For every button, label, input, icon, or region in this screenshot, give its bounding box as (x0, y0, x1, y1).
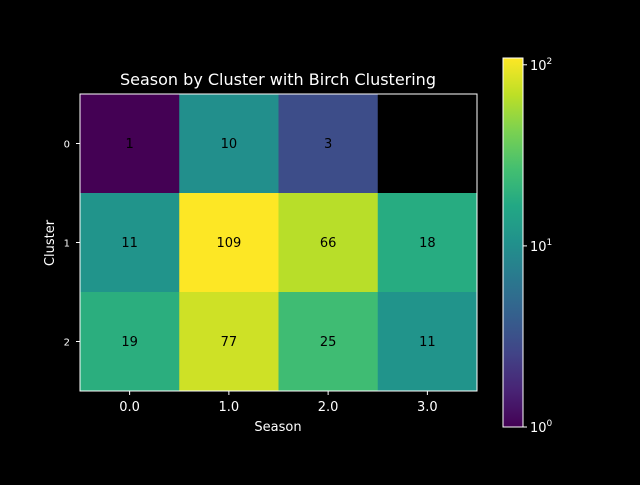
cell-value-label: 77 (221, 335, 238, 350)
colorbar: 100 101 102 (502, 57, 553, 436)
heatmap-cell (278, 292, 379, 392)
cell-value-label: 18 (419, 236, 436, 251)
colorbar-tick-label: 102 (530, 57, 552, 74)
x-tick-label: 0.0 (119, 400, 140, 415)
cell-value-label: 1 (125, 137, 133, 152)
x-tick-label: 2.0 (318, 400, 339, 415)
colorbar-tick-label: 100 (530, 419, 553, 436)
cell-value-label: 109 (216, 236, 241, 251)
heatmap-cell (80, 94, 180, 194)
heatmap-cell (377, 292, 478, 392)
x-axis: 0.0 1.0 2.0 3.0 (119, 391, 438, 415)
heatmap-cell (377, 94, 478, 194)
cell-value-label: 11 (121, 236, 138, 251)
heatmap-cell (377, 193, 478, 293)
y-axis-label: Cluster (43, 219, 58, 266)
y-tick-label: 2 (64, 338, 70, 349)
y-tick-label: 1 (64, 239, 70, 250)
colorbar-frame (502, 57, 524, 428)
cell-annotations: 1 10 3 11 109 66 18 19 77 25 11 (121, 137, 435, 350)
heatmap-cells (80, 94, 478, 392)
x-tick-label: 3.0 (417, 400, 438, 415)
colorbar-tick-label: 101 (530, 238, 552, 255)
chart-title: Season by Cluster with Birch Clustering (120, 70, 436, 89)
cell-value-label: 11 (419, 335, 436, 350)
cell-value-label: 10 (221, 137, 238, 152)
heatmap-cell (80, 292, 180, 392)
y-axis: 0 1 2 (64, 140, 80, 349)
heatmap-cell (179, 292, 279, 392)
heatmap-cell (278, 94, 379, 194)
cell-value-label: 66 (320, 236, 337, 251)
y-tick-label: 0 (64, 140, 70, 151)
colorbar-gradient (503, 58, 523, 427)
cell-value-label: 3 (324, 137, 332, 152)
x-axis-label: Season (254, 420, 301, 435)
cell-value-label: 25 (320, 335, 337, 350)
cell-value-label: 19 (121, 335, 138, 350)
heatmap-cell (179, 94, 279, 194)
heatmap-cell (80, 193, 180, 293)
heatmap-cell (179, 193, 279, 293)
heatmap-cell (278, 193, 379, 293)
colorbar-ticks: 100 101 102 (523, 57, 553, 436)
x-tick-label: 1.0 (219, 400, 240, 415)
